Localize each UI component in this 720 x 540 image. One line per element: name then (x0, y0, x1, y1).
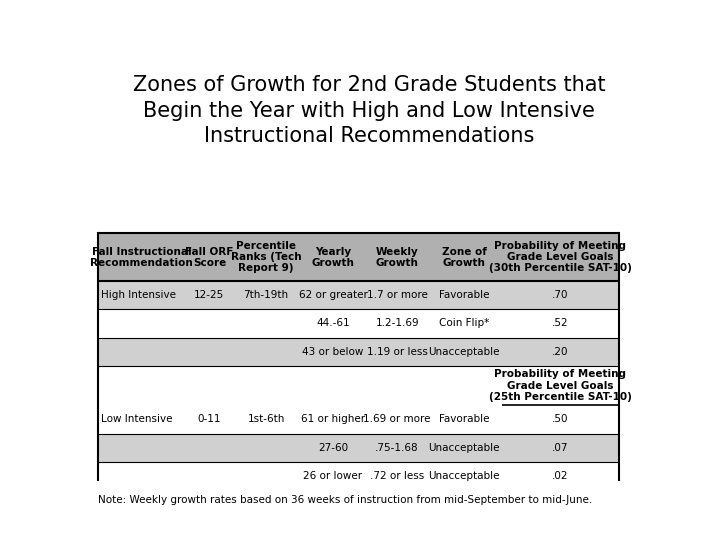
Bar (426, 233, 502, 281)
Text: 1st-6th: 1st-6th (248, 415, 284, 424)
Bar (99, 366, 185, 406)
Text: Zone of
Growth: Zone of Growth (441, 246, 487, 268)
Bar (298, 281, 368, 309)
Bar (426, 366, 502, 406)
Text: .72 or less: .72 or less (370, 471, 424, 481)
Bar (99, 309, 185, 338)
Text: .02: .02 (552, 471, 569, 481)
Bar (234, 338, 298, 366)
Bar (368, 233, 426, 281)
Text: 0-11: 0-11 (198, 415, 221, 424)
Bar (99, 338, 185, 366)
Bar (298, 434, 368, 462)
Text: 62 or greater: 62 or greater (299, 290, 367, 300)
Text: 12-25: 12-25 (194, 290, 225, 300)
Bar (426, 406, 502, 434)
Bar (426, 434, 502, 462)
Bar (99, 462, 185, 490)
Text: Low Intensive: Low Intensive (101, 415, 173, 424)
Text: Note: Weekly growth rates based on 36 weeks of instruction from mid-September to: Note: Weekly growth rates based on 36 we… (99, 495, 593, 505)
Bar (502, 338, 619, 366)
Text: Yearly
Growth: Yearly Growth (312, 246, 354, 268)
Bar (368, 462, 426, 490)
Text: .50: .50 (552, 415, 569, 424)
Bar (502, 366, 619, 406)
Text: Percentile
Ranks (Tech
Report 9): Percentile Ranks (Tech Report 9) (230, 241, 302, 273)
Bar (502, 434, 619, 462)
Bar (298, 309, 368, 338)
Text: Favorable: Favorable (439, 290, 490, 300)
Text: High Intensive: High Intensive (101, 290, 176, 300)
Bar (234, 434, 298, 462)
Text: Unacceptable: Unacceptable (428, 443, 500, 453)
Bar (426, 281, 502, 309)
Text: Favorable: Favorable (439, 415, 490, 424)
Text: Probability of Meeting
Grade Level Goals
(25th Percentile SAT-10): Probability of Meeting Grade Level Goals… (489, 369, 632, 402)
Bar (234, 309, 298, 338)
Bar (185, 366, 234, 406)
Text: 43 or below: 43 or below (302, 347, 364, 357)
Bar (502, 233, 619, 281)
Bar (99, 233, 185, 281)
Bar (185, 462, 234, 490)
Bar (234, 406, 298, 434)
Bar (234, 233, 298, 281)
Text: .20: .20 (552, 347, 569, 357)
Text: Zones of Growth for 2nd Grade Students that
Begin the Year with High and Low Int: Zones of Growth for 2nd Grade Students t… (132, 75, 606, 146)
Text: 1.2-1.69: 1.2-1.69 (375, 319, 419, 328)
Text: 27-60: 27-60 (318, 443, 348, 453)
Bar (502, 462, 619, 490)
Text: 1.69 or more: 1.69 or more (364, 415, 431, 424)
Bar (426, 309, 502, 338)
Bar (99, 406, 185, 434)
Text: 7th-19th: 7th-19th (243, 290, 289, 300)
Bar (368, 366, 426, 406)
Text: 1.7 or more: 1.7 or more (366, 290, 428, 300)
Bar (502, 309, 619, 338)
Bar (234, 462, 298, 490)
Text: 44.-61: 44.-61 (316, 319, 350, 328)
Text: .07: .07 (552, 443, 569, 453)
Bar (502, 406, 619, 434)
Bar (298, 462, 368, 490)
Text: .70: .70 (552, 290, 569, 300)
Text: .52: .52 (552, 319, 569, 328)
Bar (99, 281, 185, 309)
Bar (185, 434, 234, 462)
Bar (426, 338, 502, 366)
Text: Fall ORF
Score: Fall ORF Score (185, 246, 233, 268)
Bar (298, 233, 368, 281)
Bar (99, 434, 185, 462)
Bar (502, 281, 619, 309)
Bar (426, 462, 502, 490)
Text: .75-1.68: .75-1.68 (375, 443, 419, 453)
Bar (185, 309, 234, 338)
Text: Unacceptable: Unacceptable (428, 471, 500, 481)
Bar (185, 281, 234, 309)
Bar (185, 233, 234, 281)
Bar (234, 366, 298, 406)
Bar (368, 309, 426, 338)
Bar (368, 281, 426, 309)
Bar (234, 281, 298, 309)
Text: Coin Flip*: Coin Flip* (439, 319, 490, 328)
Bar (185, 338, 234, 366)
Text: 61 or higher: 61 or higher (301, 415, 365, 424)
Bar (368, 406, 426, 434)
Text: Weekly
Growth: Weekly Growth (376, 246, 418, 268)
Text: 26 or lower: 26 or lower (303, 471, 363, 481)
Text: 1.19 or less: 1.19 or less (366, 347, 428, 357)
Bar (298, 366, 368, 406)
Bar (185, 406, 234, 434)
Bar (368, 434, 426, 462)
Text: Fall Instructional
Recommendation: Fall Instructional Recommendation (90, 246, 193, 268)
Text: Unacceptable: Unacceptable (428, 347, 500, 357)
Text: Probability of Meeting
Grade Level Goals
(30th Percentile SAT-10): Probability of Meeting Grade Level Goals… (489, 241, 632, 273)
Bar (298, 406, 368, 434)
Bar (368, 338, 426, 366)
Bar (298, 338, 368, 366)
